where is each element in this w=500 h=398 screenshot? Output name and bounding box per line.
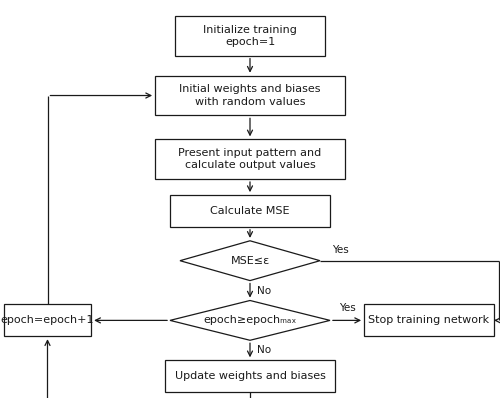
- FancyBboxPatch shape: [165, 360, 335, 392]
- Text: Stop training network: Stop training network: [368, 315, 490, 326]
- Text: Calculate MSE: Calculate MSE: [210, 206, 290, 216]
- FancyBboxPatch shape: [170, 195, 330, 227]
- FancyBboxPatch shape: [155, 76, 345, 115]
- Text: Initial weights and biases
with random values: Initial weights and biases with random v…: [179, 84, 321, 107]
- Text: epoch=epoch+1: epoch=epoch+1: [1, 315, 94, 326]
- Text: MSE≤ε: MSE≤ε: [230, 256, 270, 266]
- Text: Present input pattern and
calculate output values: Present input pattern and calculate outp…: [178, 148, 322, 170]
- FancyBboxPatch shape: [155, 139, 345, 179]
- Polygon shape: [170, 300, 330, 340]
- Text: epoch≥epochₘₐₓ: epoch≥epochₘₐₓ: [204, 315, 296, 326]
- Text: Yes: Yes: [338, 303, 355, 313]
- FancyBboxPatch shape: [364, 304, 494, 336]
- Text: Yes: Yes: [332, 245, 348, 255]
- FancyBboxPatch shape: [4, 304, 91, 336]
- Text: No: No: [258, 285, 272, 296]
- Text: Initialize training
epoch=1: Initialize training epoch=1: [203, 25, 297, 47]
- Text: No: No: [258, 345, 272, 355]
- FancyBboxPatch shape: [175, 16, 325, 56]
- Text: Update weights and biases: Update weights and biases: [174, 371, 326, 381]
- Polygon shape: [180, 241, 320, 281]
